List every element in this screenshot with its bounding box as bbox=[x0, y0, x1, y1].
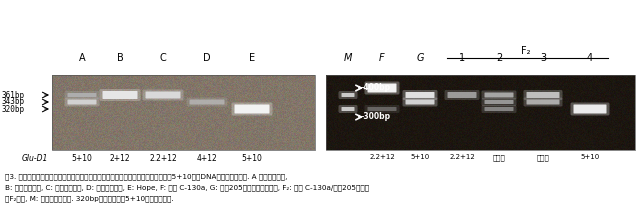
FancyBboxPatch shape bbox=[484, 107, 513, 111]
Text: 2+12: 2+12 bbox=[109, 154, 131, 163]
FancyBboxPatch shape bbox=[481, 91, 516, 99]
FancyBboxPatch shape bbox=[447, 92, 477, 98]
FancyBboxPatch shape bbox=[186, 98, 227, 106]
Text: のF₂個体, M: サイズマーカー. 320bpのバンドは「5+10」特異的断片.: のF₂個体, M: サイズマーカー. 320bpのバンドは「5+10」特異的断片… bbox=[5, 195, 173, 202]
Bar bbox=[326, 75, 635, 150]
Text: A: A bbox=[79, 53, 85, 63]
FancyBboxPatch shape bbox=[403, 98, 438, 106]
FancyBboxPatch shape bbox=[367, 107, 397, 111]
FancyBboxPatch shape bbox=[481, 98, 516, 106]
FancyBboxPatch shape bbox=[234, 105, 269, 114]
FancyBboxPatch shape bbox=[570, 102, 609, 115]
Text: 2.2+12: 2.2+12 bbox=[369, 154, 395, 160]
Text: ←400bp: ←400bp bbox=[358, 83, 391, 92]
FancyBboxPatch shape bbox=[524, 90, 563, 100]
FancyBboxPatch shape bbox=[342, 107, 355, 111]
Text: 5+10: 5+10 bbox=[241, 154, 262, 163]
FancyBboxPatch shape bbox=[365, 105, 399, 113]
FancyBboxPatch shape bbox=[102, 91, 138, 99]
FancyBboxPatch shape bbox=[365, 82, 399, 95]
Bar bbox=[52, 75, 315, 150]
FancyBboxPatch shape bbox=[406, 99, 435, 105]
FancyBboxPatch shape bbox=[403, 90, 438, 100]
FancyBboxPatch shape bbox=[99, 89, 141, 101]
Text: 4: 4 bbox=[587, 53, 593, 63]
FancyBboxPatch shape bbox=[527, 92, 559, 98]
Text: 2.2+12: 2.2+12 bbox=[449, 154, 475, 160]
Text: 1: 1 bbox=[459, 53, 465, 63]
Text: C: C bbox=[159, 53, 166, 63]
FancyBboxPatch shape bbox=[339, 91, 358, 99]
FancyBboxPatch shape bbox=[339, 105, 358, 113]
FancyBboxPatch shape bbox=[67, 93, 97, 97]
Text: ヘテロ: ヘテロ bbox=[536, 154, 549, 161]
Text: D: D bbox=[203, 53, 211, 63]
Text: 4+12: 4+12 bbox=[196, 154, 218, 163]
Text: E: E bbox=[249, 53, 255, 63]
Text: 3: 3 bbox=[540, 53, 546, 63]
FancyBboxPatch shape bbox=[406, 92, 435, 98]
FancyBboxPatch shape bbox=[189, 99, 225, 105]
Text: F: F bbox=[379, 53, 385, 63]
Text: 図3. コムギ高分子量グルテニンサブユニットの標準品種および分離集団を用いた「5+10」のDNAマーカーの適用. A 春のあたぼの,: 図3. コムギ高分子量グルテニンサブユニットの標準品種および分離集団を用いた「5… bbox=[5, 173, 287, 180]
Text: ←300bp: ←300bp bbox=[358, 112, 391, 121]
Text: B: チホクコムギ, C: 農林条６１号, D: タクネコムギ, E: Hope, F: 盛系 C-130a, G: 東北205号（ヘレイブき）, F₂: 盛系: B: チホクコムギ, C: 農林条６１号, D: タクネコムギ, E: Hope… bbox=[5, 184, 369, 191]
FancyBboxPatch shape bbox=[445, 90, 479, 100]
Text: ヘテロ: ヘテロ bbox=[493, 154, 506, 161]
Text: 361bp: 361bp bbox=[1, 91, 24, 99]
Text: 2: 2 bbox=[496, 53, 502, 63]
FancyBboxPatch shape bbox=[484, 100, 513, 104]
FancyBboxPatch shape bbox=[65, 98, 99, 106]
Text: 343bp: 343bp bbox=[1, 98, 24, 106]
Text: 5+10: 5+10 bbox=[580, 154, 600, 160]
FancyBboxPatch shape bbox=[232, 102, 273, 115]
Text: 320bp: 320bp bbox=[1, 105, 24, 114]
Text: B: B bbox=[116, 53, 124, 63]
Text: Glu-D1: Glu-D1 bbox=[22, 154, 48, 163]
FancyBboxPatch shape bbox=[342, 93, 355, 97]
FancyBboxPatch shape bbox=[65, 91, 99, 99]
FancyBboxPatch shape bbox=[67, 99, 97, 105]
FancyBboxPatch shape bbox=[143, 89, 184, 101]
FancyBboxPatch shape bbox=[527, 99, 559, 105]
FancyBboxPatch shape bbox=[484, 92, 513, 98]
FancyBboxPatch shape bbox=[573, 105, 607, 114]
FancyBboxPatch shape bbox=[367, 83, 397, 92]
Text: 5+10: 5+10 bbox=[410, 154, 429, 160]
Text: 2.2+12: 2.2+12 bbox=[149, 154, 177, 163]
Text: F₂: F₂ bbox=[521, 46, 531, 56]
FancyBboxPatch shape bbox=[145, 92, 180, 98]
Text: M: M bbox=[344, 53, 352, 63]
Text: 5+10: 5+10 bbox=[72, 154, 92, 163]
FancyBboxPatch shape bbox=[524, 98, 563, 106]
FancyBboxPatch shape bbox=[481, 105, 516, 113]
Text: G: G bbox=[416, 53, 424, 63]
